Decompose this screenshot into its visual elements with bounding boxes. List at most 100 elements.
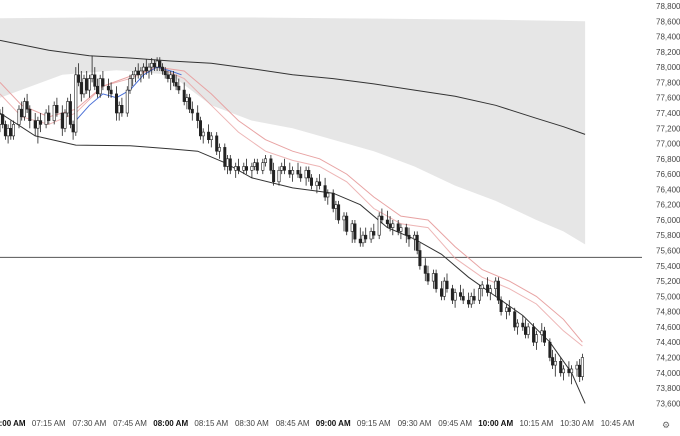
price-axis[interactable]: 73,600.0 73,800.0 74,000.0 74,200.0 74,400.0…: [656, 2, 680, 408]
price-tick-label: 76,400.0: [656, 185, 680, 194]
candle-body: [575, 364, 579, 370]
candle: [196, 105, 200, 129]
price-tick-label: 77,400.0: [656, 109, 680, 118]
candle: [190, 101, 194, 121]
time-tick-label: 09:00 AM: [316, 419, 351, 428]
candle-body: [323, 185, 327, 198]
candle: [161, 63, 165, 75]
candle-body: [17, 108, 21, 125]
candle-body: [353, 223, 357, 240]
price-tick-label: 78,600.0: [656, 17, 680, 26]
candle-body: [296, 170, 300, 175]
candle-body: [223, 147, 227, 167]
candle-body: [488, 288, 492, 293]
candle-body: [87, 78, 91, 91]
candle-body: [0, 114, 2, 125]
candle-body: [291, 170, 295, 175]
candle: [391, 220, 395, 236]
time-tick-label: 07:30 AM: [72, 419, 106, 428]
candle: [548, 338, 552, 362]
lower-trend-line: [0, 112, 586, 404]
candle-body: [25, 101, 29, 110]
candle: [515, 319, 519, 335]
candle-body: [52, 105, 56, 121]
candle: [87, 74, 91, 98]
candle-body: [253, 162, 257, 167]
candle-body: [559, 360, 563, 374]
candle: [131, 71, 135, 87]
candle: [505, 304, 509, 320]
candle-body: [255, 162, 259, 171]
candle: [68, 93, 72, 129]
time-tick-label: 09:30 AM: [398, 419, 432, 428]
price-tick-label: 74,000.0: [656, 369, 680, 378]
candle-body: [299, 173, 303, 179]
candle-body: [115, 93, 119, 114]
candle: [458, 284, 462, 301]
candle-body: [377, 215, 381, 236]
candle-body: [131, 74, 135, 79]
candle-body: [318, 181, 322, 186]
candle-body: [82, 78, 86, 95]
candle: [207, 124, 211, 144]
price-tick-label: 75,600.0: [656, 247, 680, 256]
time-axis[interactable]: 07:00 AM 07:15 AM 07:30 AM 07:45 AM 08:00 AM…: [0, 419, 635, 428]
candle-body: [142, 66, 146, 72]
price-tick-label: 75,000.0: [656, 292, 680, 301]
candle-body: [280, 166, 284, 171]
candle: [469, 292, 473, 308]
time-tick-label: 10:15 AM: [519, 419, 553, 428]
candle: [77, 63, 81, 87]
candle-body: [580, 357, 584, 377]
candle: [453, 288, 457, 308]
price-tick-label: 74,800.0: [656, 308, 680, 317]
candle: [28, 105, 32, 129]
candle-body: [228, 158, 232, 171]
candle-body: [117, 105, 121, 114]
price-tick-label: 76,800.0: [656, 155, 680, 164]
candle-body: [445, 280, 449, 290]
candle-body: [33, 120, 37, 129]
price-tick-label: 74,200.0: [656, 354, 680, 363]
candle: [217, 143, 221, 159]
candle: [174, 74, 178, 91]
candle-body: [128, 78, 132, 91]
candle: [20, 101, 24, 121]
candle-body: [20, 108, 24, 118]
candle-body: [288, 170, 292, 175]
candle-body: [199, 120, 203, 137]
time-tick-label: 09:15 AM: [357, 419, 391, 428]
candle: [461, 288, 465, 304]
price-tick-label: 73,800.0: [656, 384, 680, 393]
candle: [166, 71, 170, 83]
candle-body: [496, 280, 500, 301]
candle-body: [513, 311, 517, 328]
candle-body: [125, 89, 129, 114]
candle-body: [79, 82, 83, 95]
candle: [553, 353, 557, 377]
candle: [388, 216, 392, 232]
candle-body: [47, 112, 51, 121]
candle-body: [439, 288, 443, 297]
candle-body: [369, 231, 373, 240]
candle-body: [309, 177, 313, 186]
candle: [291, 166, 295, 182]
candle: [263, 155, 267, 167]
price-tick-label: 78,800.0: [656, 2, 680, 11]
candle-body: [109, 89, 113, 95]
candle-body: [166, 74, 170, 79]
candle: [109, 82, 113, 98]
settings-icon[interactable]: ⚙: [662, 420, 670, 430]
candle-body: [90, 74, 94, 79]
candle-body: [93, 74, 97, 87]
candle: [488, 284, 492, 301]
candle-body: [461, 296, 465, 301]
candle: [236, 158, 240, 175]
candle: [226, 155, 230, 175]
candle: [337, 200, 341, 224]
price-tick-label: 75,200.0: [656, 277, 680, 286]
candle-body: [215, 135, 219, 152]
candle: [47, 105, 51, 125]
candle-body: [523, 326, 527, 335]
